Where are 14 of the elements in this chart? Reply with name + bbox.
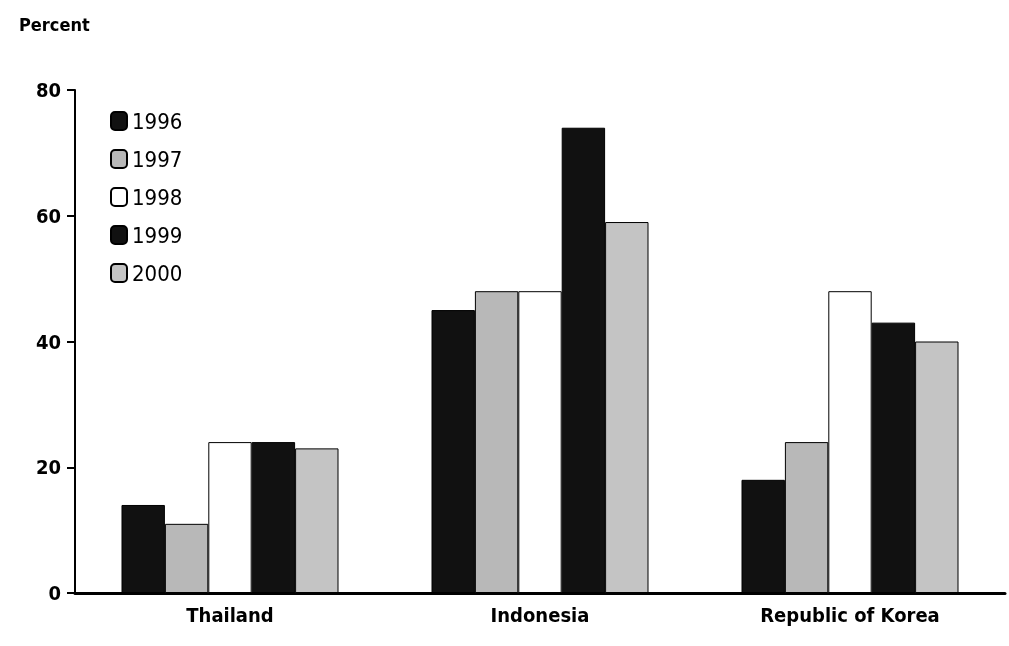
x-tick-label: Indonesia — [490, 603, 590, 627]
legend-label: 1998 — [132, 184, 183, 210]
legend-label: 1997 — [132, 146, 183, 172]
legend-label: 1996 — [132, 108, 183, 134]
legend-label: 1999 — [132, 222, 183, 248]
x-tick-label: Thailand — [186, 603, 274, 627]
x-tick-label: Republic of Korea — [760, 603, 940, 627]
y-tick-label: 20 — [35, 455, 61, 480]
y-tick-label: 80 — [35, 78, 61, 102]
legend-label: 2000 — [132, 260, 183, 286]
y-tick-label: 60 — [35, 203, 61, 228]
y-axis-title: Percent — [19, 13, 90, 35]
y-tick-label: 0 — [48, 581, 61, 605]
y-tick-label: 40 — [35, 329, 61, 354]
